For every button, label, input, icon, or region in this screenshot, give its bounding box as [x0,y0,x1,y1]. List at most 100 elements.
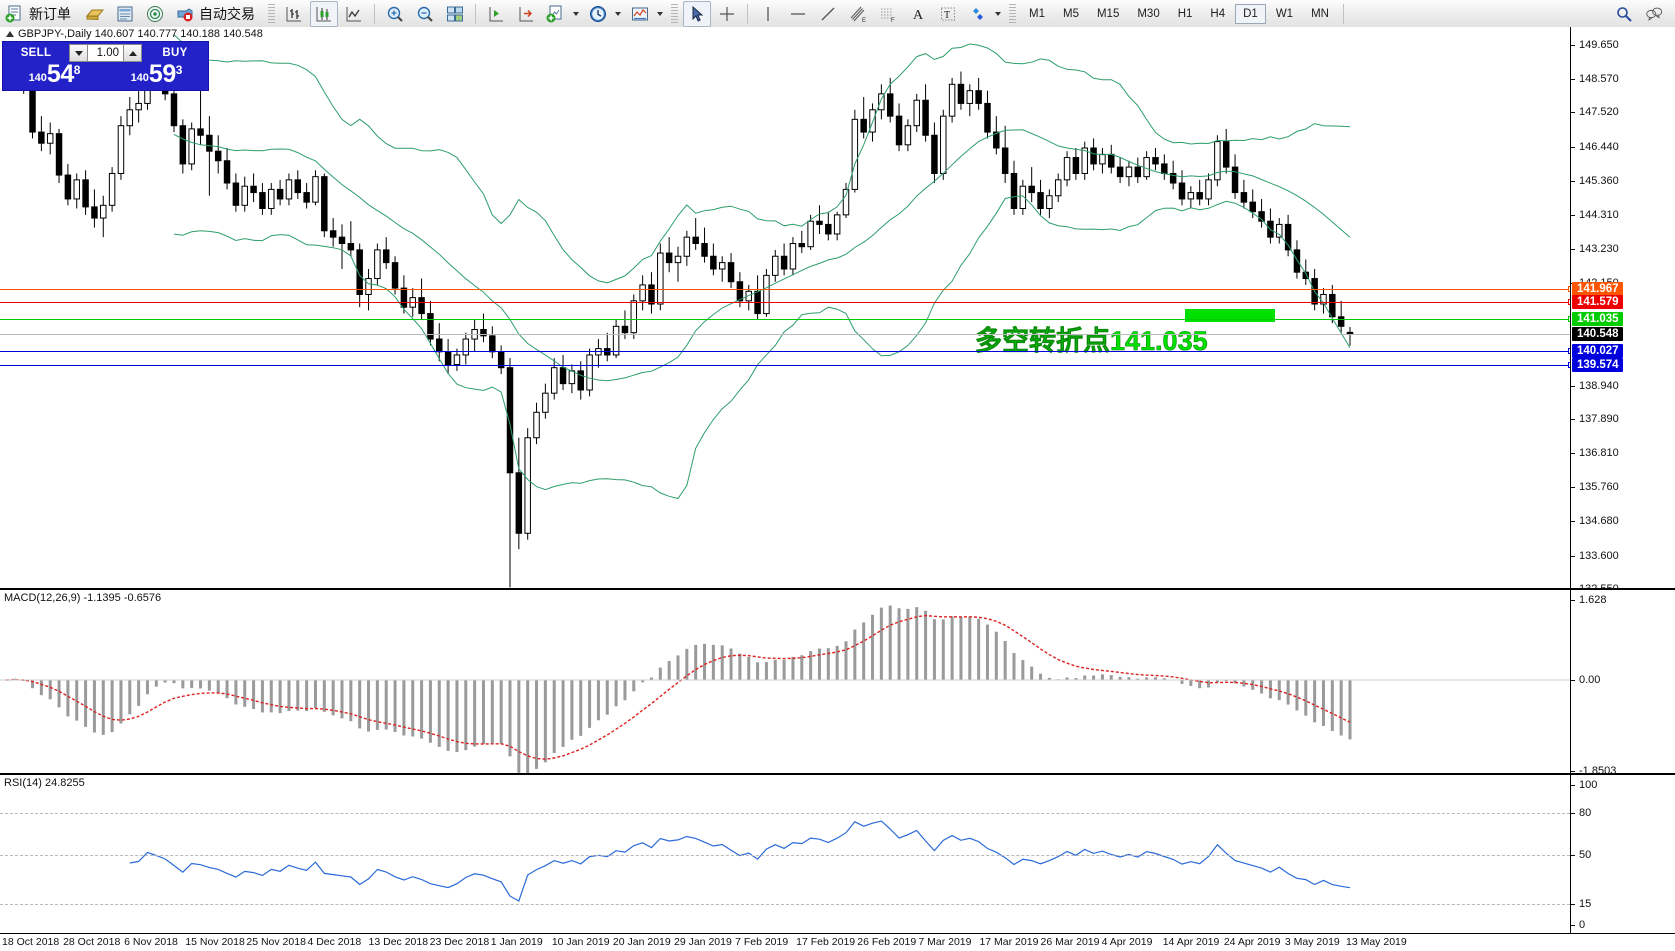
timeframe-h4[interactable]: H4 [1210,7,1226,20]
price-level-line-resistance-lower[interactable] [0,298,1570,305]
volume-increment-button[interactable] [123,44,142,62]
horizontal-line-button[interactable] [784,1,812,27]
current-price-line [0,334,1570,336]
sell-button[interactable]: SELL [20,47,52,59]
price-level-handle[interactable] [1568,315,1570,322]
rsi-series [129,820,1351,902]
shapes-button[interactable] [964,1,992,27]
toolbar-separator-4 [1342,3,1344,24]
rsi-axis[interactable]: 100 80 50 15 0 [1570,775,1675,933]
profiles-icon [85,9,105,20]
search-button[interactable] [1610,1,1638,27]
shapes-dropdown-caret[interactable] [995,11,1001,16]
price-level-line-support-lower[interactable] [0,362,1570,369]
trendline-button[interactable] [814,1,842,27]
date-axis-label: 26 Mar 2019 [1040,936,1100,948]
sell-price-quote[interactable]: 140 54 8 [5,62,104,88]
crosshair-button[interactable] [713,1,741,27]
indicators-dropdown-caret[interactable] [657,11,663,16]
price-candles [2,34,1354,588]
market-watch-button[interactable] [111,1,139,27]
vertical-line-icon [767,6,769,21]
price-level-handle[interactable] [1568,362,1570,369]
one-click-trading-panel[interactable]: SELL 1.00 BUY 140 54 8 140 59 3 [2,41,209,91]
text-button[interactable]: A [904,1,932,27]
fibonacci-button[interactable]: F [874,1,902,27]
macd-axis[interactable]: 1.628 0.00 -1.8503 [1570,590,1675,777]
price-axis-tick: 134.680 [1571,515,1619,527]
rsi-plot[interactable] [0,775,1570,933]
toolbar-grip-2[interactable] [671,4,678,23]
macd-plot[interactable] [0,590,1570,773]
timeframe-m1[interactable]: M1 [1029,7,1045,20]
zoom-in-icon [387,6,403,22]
timeframe-d1[interactable]: D1 [1235,3,1266,24]
indicators-button[interactable] [626,1,654,27]
navigator-button[interactable] [141,1,169,27]
shift-end-icon [489,6,503,21]
volume-stepper[interactable]: 1.00 [69,44,142,62]
macd-pane[interactable]: MACD(12,26,9) -1.1395 -0.6576 1.628 0.00-… [0,589,1675,777]
rsi-axis-tick: 15 [1571,898,1591,910]
sell-price-main: 54 [46,60,74,88]
volume-decrement-button[interactable] [69,44,88,62]
zoom-out-button[interactable] [411,1,439,27]
new-order-button[interactable]: 新订单 [1,1,79,27]
rsi-axis-tick: 0 [1571,919,1585,931]
cursor-button[interactable] [683,0,711,27]
toolbar-grip[interactable] [268,4,275,23]
period-button[interactable] [584,1,612,27]
buy-button[interactable]: BUY [162,47,188,59]
bar-chart-button[interactable] [280,1,308,27]
price-level-handle[interactable] [1568,298,1570,305]
price-label-current-price: 140.548 [1572,327,1623,342]
candlestick-chart-button[interactable] [310,0,338,27]
price-axis[interactable]: 149.650 148.570 147.520 146.440 145.360 144.3… [1570,27,1675,595]
period-dropdown-caret[interactable] [615,11,621,16]
timeframe-m30[interactable]: M30 [1137,7,1160,20]
rsi-pane[interactable]: RSI(14) 24.8255 100 80 50 15 0 [0,774,1675,934]
price-level-line-resistance-upper[interactable] [0,286,1570,293]
chat-button[interactable] [1640,1,1668,27]
text-label-button[interactable]: T [934,1,962,27]
date-axis[interactable]: 18 Oct 2018 28 Oct 2018 6 Nov 2018 15 Nov 2… [0,934,1675,951]
svg-text:T: T [944,10,950,21]
equidistant-channel-button[interactable]: E [844,1,872,27]
autotrade-icon [177,7,193,21]
toolbar-grip-3[interactable] [1009,4,1016,23]
pivot-annotation-text: 多空转折点141.035 [975,326,1208,357]
profiles-button[interactable] [81,1,109,27]
line-chart-button[interactable] [340,1,368,27]
buy-price-quote[interactable]: 140 59 3 [107,62,206,88]
new-chart-dropdown-caret[interactable] [573,11,579,16]
macd-series [0,605,1570,773]
zoom-in-button[interactable] [381,1,409,27]
timeframe-w1[interactable]: W1 [1275,7,1294,20]
auto-scroll-icon [519,6,533,21]
date-axis-label: 7 Mar 2019 [918,936,972,948]
timeframe-m5[interactable]: M5 [1062,7,1079,20]
timeframe-mn[interactable]: MN [1311,7,1329,20]
shift-end-button[interactable] [482,1,510,27]
chart-area[interactable]: 多空转折点141.035 149.650 148.570 147.520 146.44… [0,27,1675,951]
price-plot[interactable]: 多空转折点141.035 [0,27,1570,588]
price-level-handle[interactable] [1568,286,1570,293]
rsi-title: RSI(14) 24.8255 [4,777,85,789]
collapse-triangle-icon[interactable] [6,31,14,37]
volume-input[interactable]: 1.00 [88,44,123,62]
timeframe-h1[interactable]: H1 [1177,7,1193,20]
new-order-icon [5,5,21,22]
new-chart-button[interactable] [542,1,570,27]
date-axis-label: 29 Jan 2019 [674,936,732,948]
price-pane[interactable]: 多空转折点141.035 149.650 148.570 147.520 146.44… [0,27,1675,595]
price-level-line-support-upper[interactable] [0,347,1570,354]
vertical-line-button[interactable] [754,1,782,27]
auto-scroll-button[interactable] [512,1,540,27]
toolbar-separator [374,3,375,24]
autotrade-button[interactable]: 自动交易 [171,1,263,27]
price-level-handle[interactable] [1568,347,1570,354]
tile-windows-button[interactable] [441,1,469,27]
rsi-level-50 [0,855,1570,856]
timeframe-m15[interactable]: M15 [1096,7,1120,20]
price-level-line-pivot-level[interactable] [0,315,1570,322]
